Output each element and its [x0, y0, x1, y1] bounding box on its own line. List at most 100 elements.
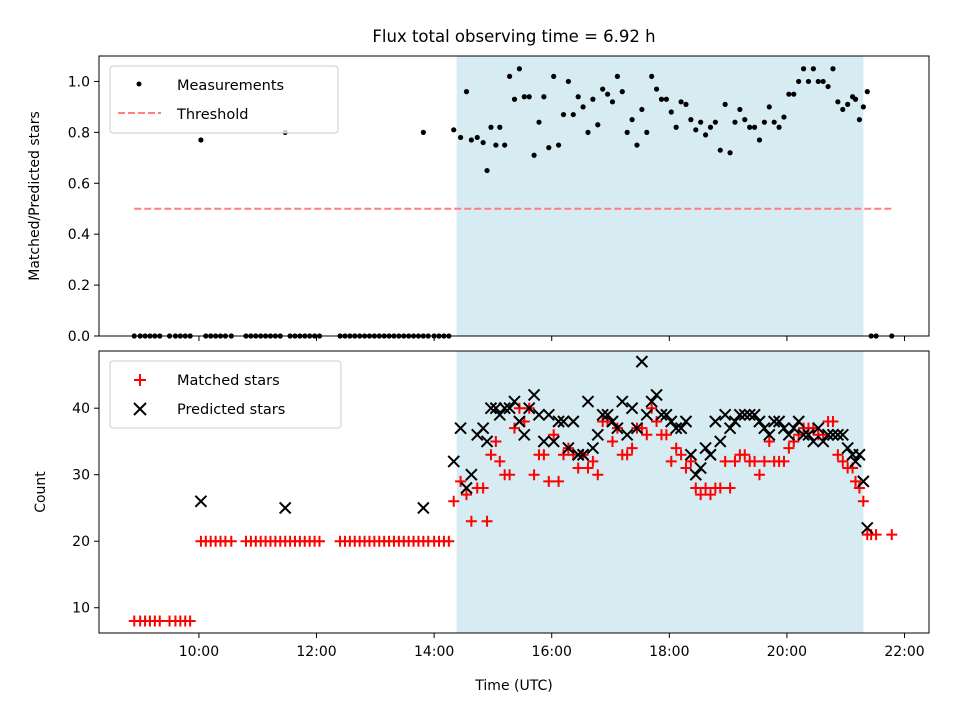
measurement-point — [860, 104, 866, 110]
measurement-point — [815, 78, 821, 85]
predicted-star-point — [616, 395, 629, 408]
matched-star-point — [553, 475, 565, 487]
predicted-star-point — [689, 468, 702, 481]
predicted-star-point — [417, 501, 430, 515]
predicted-star-point — [655, 408, 668, 422]
y-tick-label: 30 — [72, 468, 90, 484]
measurement-point — [649, 73, 655, 79]
measurement-point — [766, 104, 772, 110]
matched-star-point — [313, 535, 325, 547]
bottom-legend-box — [109, 360, 342, 429]
measurement-point — [521, 94, 527, 100]
matched-star-point — [154, 615, 166, 627]
matched-star-point — [749, 455, 761, 467]
predicted-star-point — [601, 408, 614, 422]
predicted-star-point — [513, 415, 526, 428]
measurement-point — [629, 117, 635, 123]
x-tick-label: 12:00 — [296, 644, 336, 660]
measurement-point — [536, 119, 542, 125]
predicted-star-point — [484, 401, 498, 415]
predicted-star-point — [743, 408, 756, 422]
measurement-point — [852, 96, 859, 102]
predicted-star-point — [518, 428, 531, 442]
matched-star-point — [870, 529, 882, 541]
predicted-star-point — [853, 448, 866, 461]
y-tick-label: 0.2 — [68, 278, 90, 294]
matched-star-point — [528, 469, 540, 481]
predicted-star-point — [857, 475, 870, 488]
star-count-points — [128, 355, 898, 627]
y-tick-label: 20 — [72, 534, 90, 550]
matched-star-point — [582, 462, 594, 474]
bottom-legend: Matched stars Predicted stars — [109, 360, 342, 429]
legend-predicted-marker — [133, 402, 147, 416]
predicted-star-point — [777, 421, 791, 435]
measurement-point — [484, 167, 490, 174]
matched-star-point — [857, 495, 869, 507]
measurement-point — [451, 127, 457, 133]
predicted-star-point — [460, 481, 473, 495]
matched-star-point — [455, 475, 467, 487]
predicted-star-point — [278, 501, 292, 515]
predicted-star-point — [753, 415, 766, 428]
matched-star-point — [685, 455, 697, 467]
measurement-point — [693, 127, 699, 133]
matched-star-point — [465, 515, 477, 527]
predicted-star-point — [576, 448, 590, 461]
matched-star-point — [592, 469, 604, 481]
measurement-point — [502, 142, 508, 148]
matched-star-point — [557, 449, 569, 461]
measurement-point — [585, 129, 591, 135]
matched-star-point — [494, 455, 506, 467]
predicted-star-point — [782, 428, 796, 442]
measurement-points — [131, 66, 895, 339]
predicted-star-point — [489, 401, 503, 415]
measurement-point — [474, 134, 480, 141]
matched-star-point — [670, 442, 682, 454]
matched-star-point — [850, 475, 862, 487]
predicted-star-point — [465, 468, 478, 481]
measurement-point — [732, 119, 738, 125]
legend-threshold-label: Threshold — [176, 107, 248, 123]
predicted-star-point — [498, 401, 511, 415]
predicted-star-point — [728, 415, 742, 428]
matched-star-point — [788, 435, 800, 447]
predicted-star-point — [718, 408, 732, 422]
measurement-point — [541, 94, 547, 100]
measurement-point — [526, 94, 532, 100]
matched-star-point — [714, 482, 726, 494]
x-tick-label: 18:00 — [649, 644, 689, 660]
predicted-star-point — [665, 415, 678, 428]
matched-star-point — [646, 402, 658, 414]
bottom-shaded-span — [456, 351, 864, 633]
measurement-point — [493, 142, 499, 148]
matched-star-point — [739, 449, 751, 461]
matched-star-point — [460, 489, 472, 501]
matched-star-point — [719, 455, 731, 467]
y-tick-label: 0.8 — [68, 125, 90, 141]
x-tick-label: 20:00 — [767, 644, 807, 660]
measurement-point — [653, 86, 660, 92]
predicted-star-point — [557, 415, 570, 428]
matched-star-point — [626, 442, 638, 454]
predicted-star-point — [522, 401, 536, 415]
predicted-star-point — [807, 435, 820, 448]
predicted-star-point — [748, 408, 761, 422]
measurement-point — [546, 145, 552, 151]
predicted-star-point — [591, 428, 604, 442]
legend-measurements-label: Measurements — [177, 78, 284, 94]
predicted-star-point — [611, 421, 624, 435]
matched-star-point — [641, 429, 653, 441]
matched-star-point — [695, 489, 707, 501]
measurement-point — [516, 66, 522, 72]
measurement-point — [565, 78, 571, 85]
measurement-point — [570, 111, 576, 118]
predicted-star-point — [704, 448, 717, 461]
matched-star-point — [572, 462, 584, 474]
bottom-xlabel: Time (UTC) — [474, 678, 552, 694]
predicted-star-point — [772, 415, 786, 428]
measurement-point — [555, 142, 562, 148]
measurement-point — [810, 66, 816, 72]
measurement-point — [796, 78, 802, 85]
